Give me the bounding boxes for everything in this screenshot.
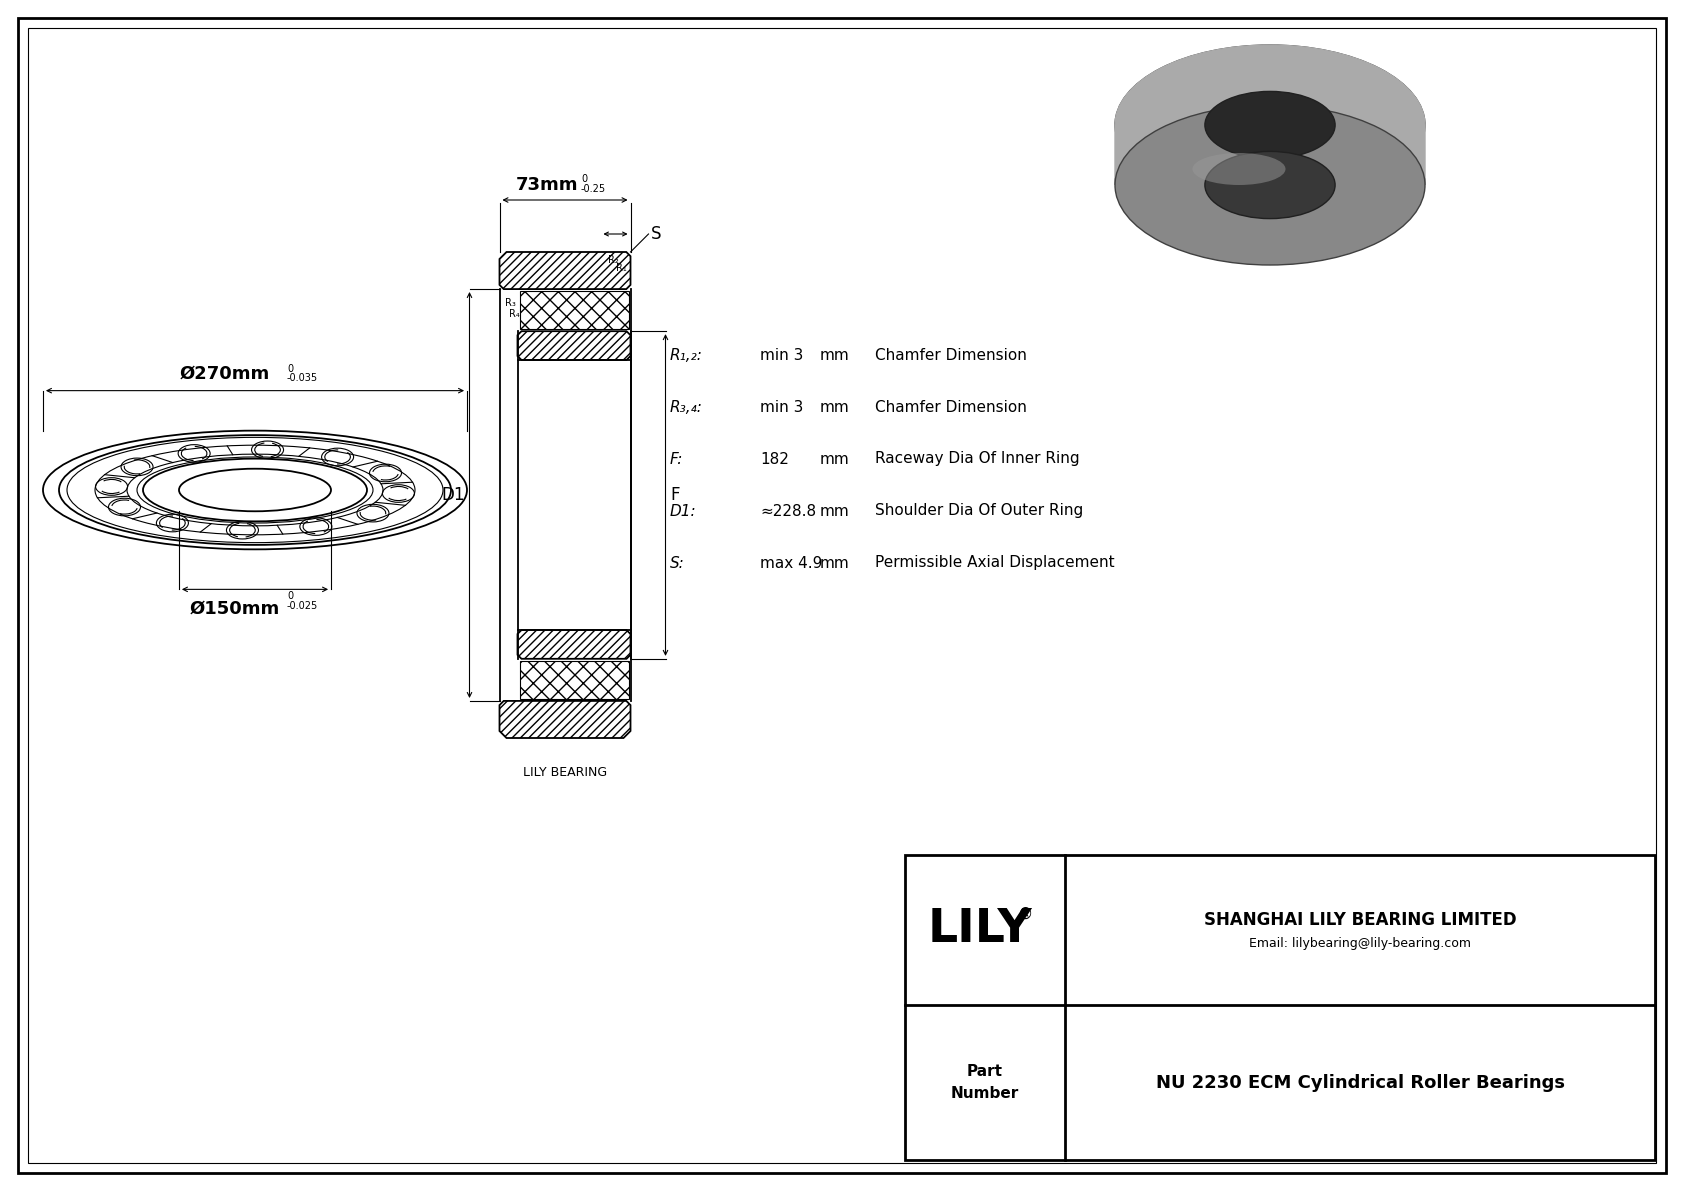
Text: 73mm: 73mm (515, 176, 578, 194)
Text: mm: mm (820, 348, 850, 362)
Text: 0: 0 (286, 592, 293, 601)
Text: Raceway Dia Of Inner Ring: Raceway Dia Of Inner Ring (876, 451, 1079, 467)
Text: D1:: D1: (670, 504, 697, 518)
Ellipse shape (1115, 45, 1425, 205)
Text: D1: D1 (441, 486, 465, 504)
Bar (904, 855, 1655, 1160)
Text: F:: F: (670, 451, 684, 467)
Text: min 3: min 3 (759, 399, 803, 414)
Text: Ø150mm: Ø150mm (190, 599, 280, 617)
Polygon shape (500, 252, 630, 289)
Polygon shape (500, 701, 630, 738)
Text: R₂: R₂ (608, 255, 618, 266)
Text: R₃,₄:: R₃,₄: (670, 399, 702, 414)
Bar (519, 291, 628, 329)
Text: Chamfer Dimension: Chamfer Dimension (876, 399, 1027, 414)
Text: min 3: min 3 (759, 348, 803, 362)
Ellipse shape (1115, 105, 1425, 266)
Text: -0.025: -0.025 (286, 601, 318, 611)
Text: ®: ® (1019, 906, 1034, 922)
Text: mm: mm (820, 399, 850, 414)
Text: mm: mm (820, 504, 850, 518)
Polygon shape (517, 331, 630, 360)
Text: 0: 0 (286, 363, 293, 374)
Text: LILY BEARING: LILY BEARING (524, 766, 606, 779)
Ellipse shape (1204, 92, 1335, 158)
Text: R₄: R₄ (509, 310, 519, 319)
Text: R₃: R₃ (505, 298, 515, 308)
Ellipse shape (1192, 152, 1285, 185)
Text: Email: lilybearing@lily-bearing.com: Email: lilybearing@lily-bearing.com (1250, 936, 1472, 949)
Polygon shape (1115, 45, 1425, 185)
Text: Ø270mm: Ø270mm (180, 364, 269, 382)
Text: Chamfer Dimension: Chamfer Dimension (876, 348, 1027, 362)
Text: -0.25: -0.25 (581, 183, 606, 194)
Text: SHANGHAI LILY BEARING LIMITED: SHANGHAI LILY BEARING LIMITED (1204, 911, 1516, 929)
Text: mm: mm (820, 451, 850, 467)
Text: ≈228.8: ≈228.8 (759, 504, 817, 518)
Text: 182: 182 (759, 451, 788, 467)
Bar (519, 661, 628, 699)
Text: 0: 0 (581, 174, 588, 183)
Polygon shape (517, 630, 630, 659)
Text: Part
Number: Part Number (951, 1065, 1019, 1100)
Text: S:: S: (670, 555, 685, 570)
Text: LILY: LILY (928, 908, 1032, 953)
Text: R₁,₂:: R₁,₂: (670, 348, 702, 362)
Text: max 4.9: max 4.9 (759, 555, 822, 570)
Text: R₁: R₁ (616, 263, 626, 273)
Text: F: F (670, 486, 680, 504)
Text: -0.035: -0.035 (286, 373, 318, 382)
Text: mm: mm (820, 555, 850, 570)
Text: Permissible Axial Displacement: Permissible Axial Displacement (876, 555, 1115, 570)
Text: NU 2230 ECM Cylindrical Roller Bearings: NU 2230 ECM Cylindrical Roller Bearings (1155, 1073, 1564, 1091)
Text: S: S (650, 225, 662, 243)
Text: Shoulder Dia Of Outer Ring: Shoulder Dia Of Outer Ring (876, 504, 1083, 518)
Ellipse shape (1204, 151, 1335, 219)
